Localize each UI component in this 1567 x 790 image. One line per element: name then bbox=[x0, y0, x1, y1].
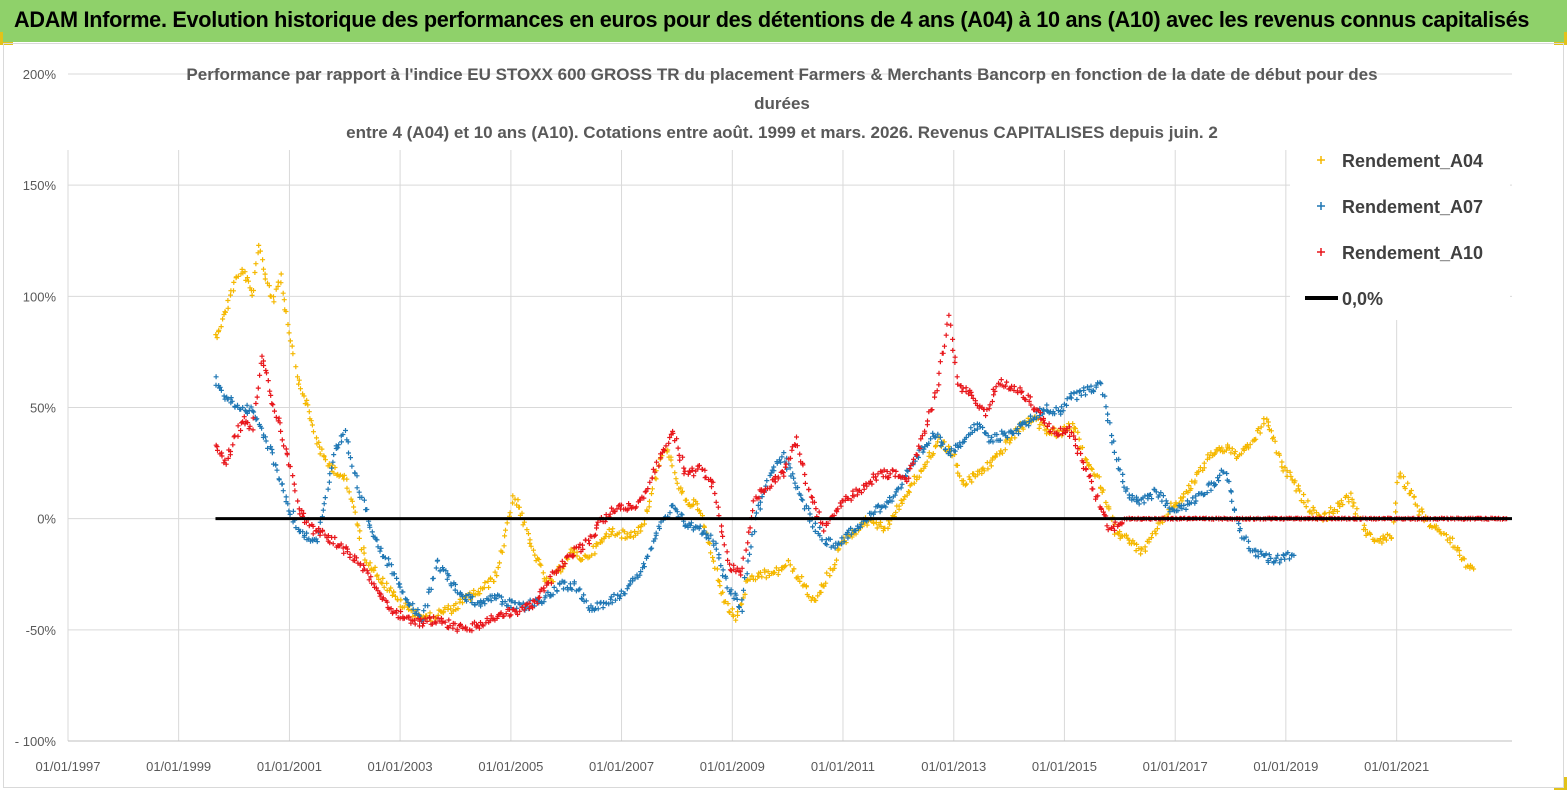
series-Rendement_A10 bbox=[213, 312, 1510, 634]
x-tick-label: 01/01/2011 bbox=[811, 759, 875, 774]
x-tick-label: 01/01/1997 bbox=[35, 759, 100, 774]
series-Rendement_A04 bbox=[213, 242, 1477, 624]
chart-title-line: Performance par rapport à l'indice EU ST… bbox=[186, 65, 1377, 84]
axis-labels: - 100% -50% 0% 50% 100% 150% 200% 01/01/1997 01/… bbox=[15, 67, 1429, 774]
chart-title: Performance par rapport à l'indice EU ST… bbox=[186, 65, 1377, 142]
gridlines bbox=[67, 73, 1512, 742]
legend-marker-swatch bbox=[1317, 248, 1325, 256]
legend-label: 0,0% bbox=[1342, 289, 1383, 309]
series-markers bbox=[213, 374, 1297, 624]
y-tick-label: -50% bbox=[26, 623, 57, 638]
report-title: ADAM Informe. Evolution historique des p… bbox=[14, 7, 1530, 32]
y-tick-label: 200% bbox=[23, 67, 57, 82]
chart-title-line: entre 4 (A04) et 10 ans (A10). Cotations… bbox=[346, 123, 1218, 142]
y-tick-label: - 100% bbox=[15, 734, 57, 749]
x-tick-label: 01/01/2015 bbox=[1032, 759, 1097, 774]
legend-box bbox=[1290, 140, 1510, 320]
x-tick-label: 01/01/1999 bbox=[146, 759, 211, 774]
x-tick-label: 01/01/2013 bbox=[921, 759, 986, 774]
data-points bbox=[213, 242, 1512, 634]
y-tick-label: 150% bbox=[23, 178, 57, 193]
legend: Rendement_A04 Rendement_A07 Rendement_A10 0… bbox=[1290, 140, 1510, 320]
legend-label: Rendement_A10 bbox=[1342, 243, 1483, 263]
corner-mark-bottom-right bbox=[1554, 777, 1567, 790]
legend-label: Rendement_A04 bbox=[1342, 151, 1483, 171]
series-markers bbox=[213, 312, 1510, 634]
y-tick-label: 50% bbox=[30, 401, 56, 416]
x-tick-label: 01/01/2003 bbox=[368, 759, 433, 774]
x-tick-label: 01/01/2009 bbox=[700, 759, 765, 774]
x-tick-label: 01/01/2019 bbox=[1253, 759, 1318, 774]
series-Rendement_A07 bbox=[213, 374, 1297, 624]
chart-title-line: durées bbox=[754, 94, 810, 113]
y-tick-label: 0% bbox=[37, 512, 56, 527]
chart-area bbox=[3, 43, 1564, 788]
x-tick-label: 01/01/2001 bbox=[257, 759, 322, 774]
series-markers bbox=[213, 242, 1477, 624]
x-tick-label: 01/01/2007 bbox=[589, 759, 654, 774]
x-tick-label: 01/01/2017 bbox=[1143, 759, 1208, 774]
legend-label: Rendement_A07 bbox=[1342, 197, 1483, 217]
x-tick-label: 01/01/2005 bbox=[478, 759, 543, 774]
x-tick-label: 01/01/2021 bbox=[1364, 759, 1429, 774]
legend-marker-swatch bbox=[1317, 156, 1325, 164]
report-banner: ADAM Informe. Evolution historique des p… bbox=[0, 0, 1567, 42]
y-tick-label: 100% bbox=[23, 289, 57, 304]
legend-marker-swatch bbox=[1317, 202, 1325, 210]
